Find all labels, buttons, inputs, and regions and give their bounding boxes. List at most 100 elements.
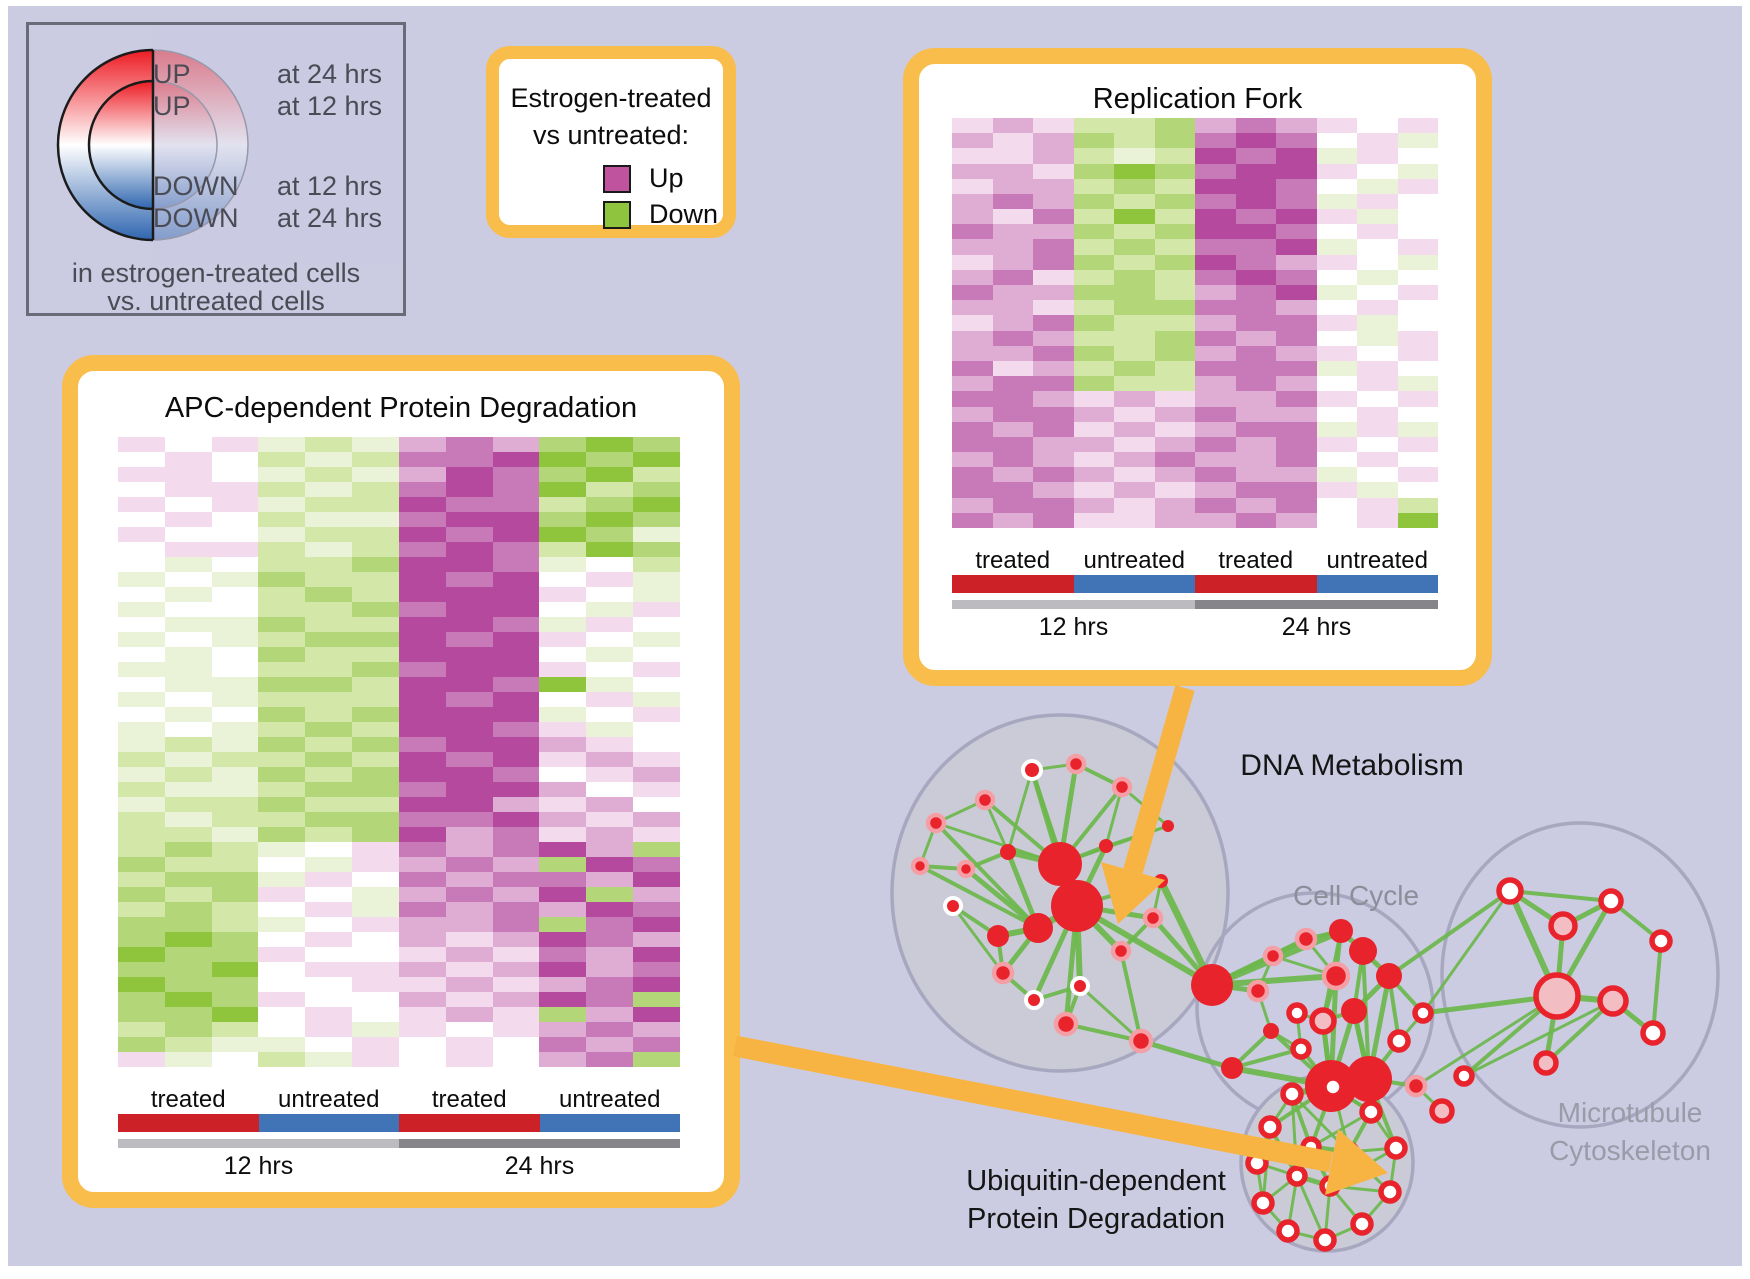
heatmap-cell xyxy=(258,767,306,782)
faded-right-half-overlay xyxy=(153,25,403,265)
network-node xyxy=(1429,1098,1455,1124)
heatmap-cell xyxy=(1357,193,1398,210)
heatmap-cell xyxy=(352,647,399,662)
heatmap-cell xyxy=(492,572,540,587)
heatmap-cell xyxy=(352,1007,399,1022)
heatmap-cell xyxy=(211,872,259,887)
heatmap-cell xyxy=(211,962,259,977)
heatmap-cell xyxy=(211,512,259,527)
heatmap-cell xyxy=(118,692,165,707)
heatmap-cell xyxy=(1276,512,1317,528)
heatmap-cell xyxy=(586,962,634,977)
bar-12hrs-segment xyxy=(952,600,1195,609)
heatmap-cell xyxy=(1195,467,1236,483)
heatmap-cell xyxy=(118,1007,165,1022)
heatmap-cell xyxy=(352,1037,399,1052)
heatmap-cell xyxy=(539,977,587,992)
down-color-swatch xyxy=(603,201,631,229)
heatmap-cell xyxy=(492,437,540,452)
heatmap-cell xyxy=(398,707,446,722)
network-node xyxy=(1640,1020,1666,1046)
heatmap-cell xyxy=(1195,209,1236,225)
heatmap-cell xyxy=(118,467,165,482)
heatmap-cell xyxy=(492,842,540,857)
heatmap-cell xyxy=(258,917,306,932)
heatmap-cell xyxy=(164,992,212,1007)
heatmap-cell xyxy=(258,722,306,737)
heatmap-cell xyxy=(164,557,212,572)
heatmap-cell xyxy=(305,857,353,872)
heatmap-cell xyxy=(539,437,587,452)
heatmap-cell xyxy=(1397,376,1438,392)
heatmap-cell xyxy=(211,617,259,632)
heatmap-cell xyxy=(586,842,634,857)
heatmap-cell xyxy=(992,133,1033,149)
heatmap-cell xyxy=(1397,467,1438,483)
heatmap-cell xyxy=(1154,512,1195,528)
heatmap-cell xyxy=(1114,512,1155,528)
heatmap-cell xyxy=(1357,315,1398,331)
heatmap-cell xyxy=(1316,406,1357,422)
heatmap-cell xyxy=(992,497,1033,513)
heatmap-cell xyxy=(1073,391,1114,407)
heatmap-cell xyxy=(586,437,634,452)
heatmap-cell xyxy=(633,632,680,647)
heatmap-cell xyxy=(352,842,399,857)
heatmap-cell xyxy=(586,677,634,692)
heatmap-cell xyxy=(1033,345,1074,361)
heatmap-cell xyxy=(211,977,259,992)
heatmap-cell xyxy=(1397,209,1438,225)
heatmap-cell xyxy=(352,992,399,1007)
outer-left-arc xyxy=(56,48,154,242)
heatmap-cell xyxy=(1073,467,1114,483)
heatmap-cell xyxy=(352,617,399,632)
group-label-untreated-24: untreated xyxy=(1326,547,1428,574)
heatmap-cell xyxy=(398,602,446,617)
heatmap-cell xyxy=(1276,436,1317,453)
heatmap-cell xyxy=(1276,315,1317,331)
heatmap-cell xyxy=(492,452,540,467)
time-label-12hrs: 12 hrs xyxy=(223,1152,294,1180)
heatmap-cell xyxy=(1235,436,1276,453)
heatmap-cell xyxy=(492,977,540,992)
heatmap-cell xyxy=(258,572,306,587)
heatmap-cell xyxy=(1316,148,1357,164)
network-edge xyxy=(918,864,1040,930)
heatmap-cell xyxy=(586,692,634,707)
heatmap-cell xyxy=(952,360,993,377)
heatmap-cell xyxy=(211,437,259,452)
heatmap-cell xyxy=(1033,391,1074,407)
heatmap-cell xyxy=(398,632,446,647)
heatmap-cell xyxy=(352,782,399,797)
heatmap-cell xyxy=(1316,254,1357,270)
heatmap-cell xyxy=(1357,497,1398,513)
heatmap-cell xyxy=(305,527,353,542)
heatmap-cell xyxy=(1276,391,1317,407)
heatmap-cell xyxy=(164,1007,212,1022)
heatmap-cell xyxy=(1357,118,1398,134)
heatmap-cell xyxy=(1357,330,1398,346)
heatmap-cell xyxy=(952,300,993,316)
network-node xyxy=(1286,1002,1308,1024)
heatmap-cell xyxy=(1276,360,1317,377)
heatmap-cell xyxy=(164,872,212,887)
heatmap-cell xyxy=(492,722,540,737)
heatmap-cell xyxy=(1154,345,1195,361)
heatmap-cell xyxy=(1195,315,1236,331)
heatmap-cell xyxy=(1114,163,1155,179)
heatmap-cell xyxy=(211,752,259,767)
heatmap-cell xyxy=(1357,482,1398,498)
heatmap-cell xyxy=(1073,406,1114,422)
untreated-bar-segment xyxy=(1073,575,1195,593)
heatmap-cell xyxy=(492,662,540,677)
network-node xyxy=(956,859,976,879)
heatmap-cell xyxy=(305,542,353,557)
heatmap-cell xyxy=(1357,406,1398,422)
heatmap-cell xyxy=(492,692,540,707)
heatmap-cell xyxy=(1276,497,1317,513)
heatmap-cell xyxy=(492,527,540,542)
heatmap-cell xyxy=(398,452,446,467)
heatmap-cell xyxy=(1073,315,1114,331)
heatmap-cell xyxy=(1154,300,1195,316)
heatmap-cell xyxy=(1316,239,1357,255)
